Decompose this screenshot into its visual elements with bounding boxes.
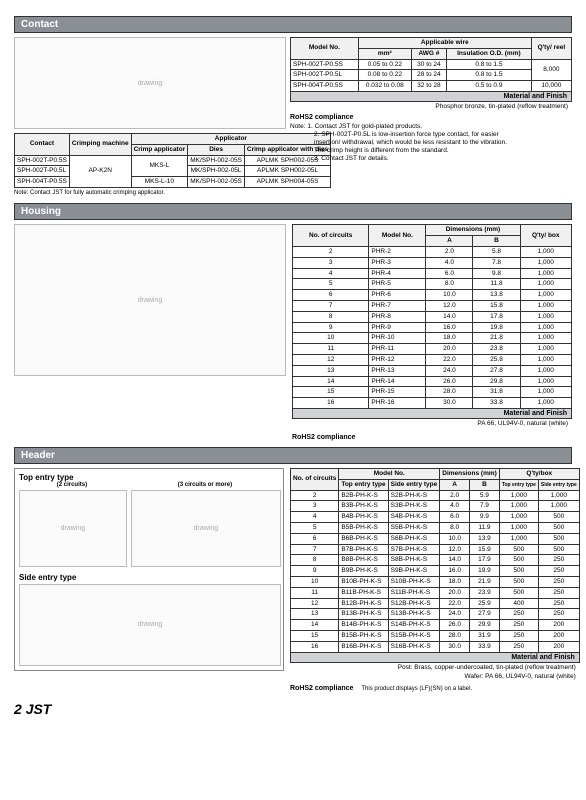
table-row: 3PHR-34.07.81,000: [293, 257, 572, 268]
table-row: 16PHR-1630.033.81,000: [293, 398, 572, 409]
table-row: 13PHR-1324.027.81,000: [293, 365, 572, 376]
housing-drawing: drawing: [14, 224, 286, 376]
section-contact-title: Contact: [14, 16, 572, 33]
table-row: 12PHR-1222.025.81,000: [293, 355, 572, 366]
table-row: 15B15B-PH-K-SS15B-PH-K-S28.031.9250200: [291, 630, 580, 641]
contact-mf-label: Material and Finish: [290, 92, 572, 102]
contact-applicator-table: Contact Crimping machine Applicator Crim…: [14, 133, 331, 188]
table-row: 3B3B-PH-K-SS3B-PH-K-S4.07.91,0001,000: [291, 501, 580, 512]
table-row: 4PHR-46.09.81,000: [293, 268, 572, 279]
table-row: 10PHR-1018.021.81,000: [293, 333, 572, 344]
table-row: 8PHR-814.017.81,000: [293, 311, 572, 322]
table-row: 7PHR-712.015.81,000: [293, 301, 572, 312]
header-side-drawing: drawing: [19, 584, 281, 666]
header-rohs: RoHS2 compliance: [290, 685, 353, 692]
table-row: 11B11B-PH-K-SS11B-PH-K-S20.023.9500250: [291, 587, 580, 598]
housing-rohs: RoHS2 compliance: [292, 434, 572, 441]
housing-mf-label: Material and Finish: [292, 409, 572, 419]
header-rohs-note: This product displays (LF)(SN) on a labe…: [361, 686, 472, 692]
header-mf-label: Material and Finish: [290, 653, 580, 663]
header-mf-text1: Post: Brass, copper-undercoated, tin-pla…: [290, 663, 580, 672]
table-row: 11PHR-1120.023.81,000: [293, 344, 572, 355]
table-row: 2PHR-22.05.81,000: [293, 247, 572, 258]
housing-mf-text: PA 66, UL94V-0, natural (white): [292, 419, 572, 428]
header-mf-text2: Wafer: PA 66, UL94V-0, natural (white): [290, 672, 580, 681]
page-number: 2: [14, 701, 22, 717]
table-row: 9B9B-PH-K-SS9B-PH-K-S16.019.9500250: [291, 566, 580, 577]
contact-rohs: RoHS2 compliance: [290, 114, 572, 121]
header-side-label: Side entry type: [19, 573, 279, 582]
table-row: 9PHR-916.019.81,000: [293, 322, 572, 333]
contact-notes: Note: 1. Contact JST for gold-plated pro…: [290, 123, 572, 164]
table-row: 7B7B-PH-K-SS7B-PH-K-S12.015.9500500: [291, 544, 580, 555]
table-row: 4B4B-PH-K-SS4B-PH-K-S6.09.91,000500: [291, 512, 580, 523]
header-top-drawing-3c: drawing: [131, 490, 281, 567]
contact-drawing: drawing: [14, 37, 286, 129]
table-row: 15PHR-1528.031.81,000: [293, 387, 572, 398]
table-row: 8B8B-PH-K-SS8B-PH-K-S14.017.9500250: [291, 555, 580, 566]
table-row: 6PHR-610.013.81,000: [293, 290, 572, 301]
table-row: 5B5B-PH-K-SS5B-PH-K-S8.011.91,000500: [291, 523, 580, 534]
table-row: 10B10B-PH-K-SS10B-PH-K-S18.021.9500250: [291, 577, 580, 588]
table-row: 2B2B-PH-K-SS2B-PH-K-S2.05.91,0001,000: [291, 490, 580, 501]
header-top-label: Top entry type: [19, 473, 74, 482]
section-header-title: Header: [14, 447, 572, 464]
table-row: 5PHR-58.011.81,000: [293, 279, 572, 290]
header-top-sub2: (3 circuits or more): [131, 482, 279, 490]
section-housing-title: Housing: [14, 203, 572, 220]
table-row: 14PHR-1426.029.81,000: [293, 376, 572, 387]
housing-table: No. of circuits Model No. Dimensions (mm…: [292, 224, 572, 409]
table-row: 6B6B-PH-K-SS6B-PH-K-S10.013.91,000500: [291, 533, 580, 544]
brand-logo: JST: [26, 701, 52, 717]
table-row: 14B14B-PH-K-SS14B-PH-K-S26.029.9250200: [291, 620, 580, 631]
contact-mf-text: Phosphor bronze, tin-plated (reflow trea…: [290, 102, 572, 111]
contact-applicator-note: Note: Contact JST for fully automatic cr…: [14, 190, 284, 198]
table-row: 16B16B-PH-K-SS16B-PH-K-S30.033.9250200: [291, 641, 580, 652]
header-table: No. of circuits Model No. Dimensions (mm…: [290, 468, 580, 653]
table-row: 12B12B-PH-K-SS12B-PH-K-S22.025.9400250: [291, 598, 580, 609]
contact-wire-table: Model No. Applicable wire Q'ty/ reel mm²…: [290, 37, 572, 92]
table-row: 13B13B-PH-K-SS13B-PH-K-S24.027.9250250: [291, 609, 580, 620]
header-top-sub1: (2 circuits): [19, 482, 125, 490]
header-top-drawing-2c: drawing: [19, 490, 127, 567]
page-footer: 2 JST: [14, 701, 572, 717]
